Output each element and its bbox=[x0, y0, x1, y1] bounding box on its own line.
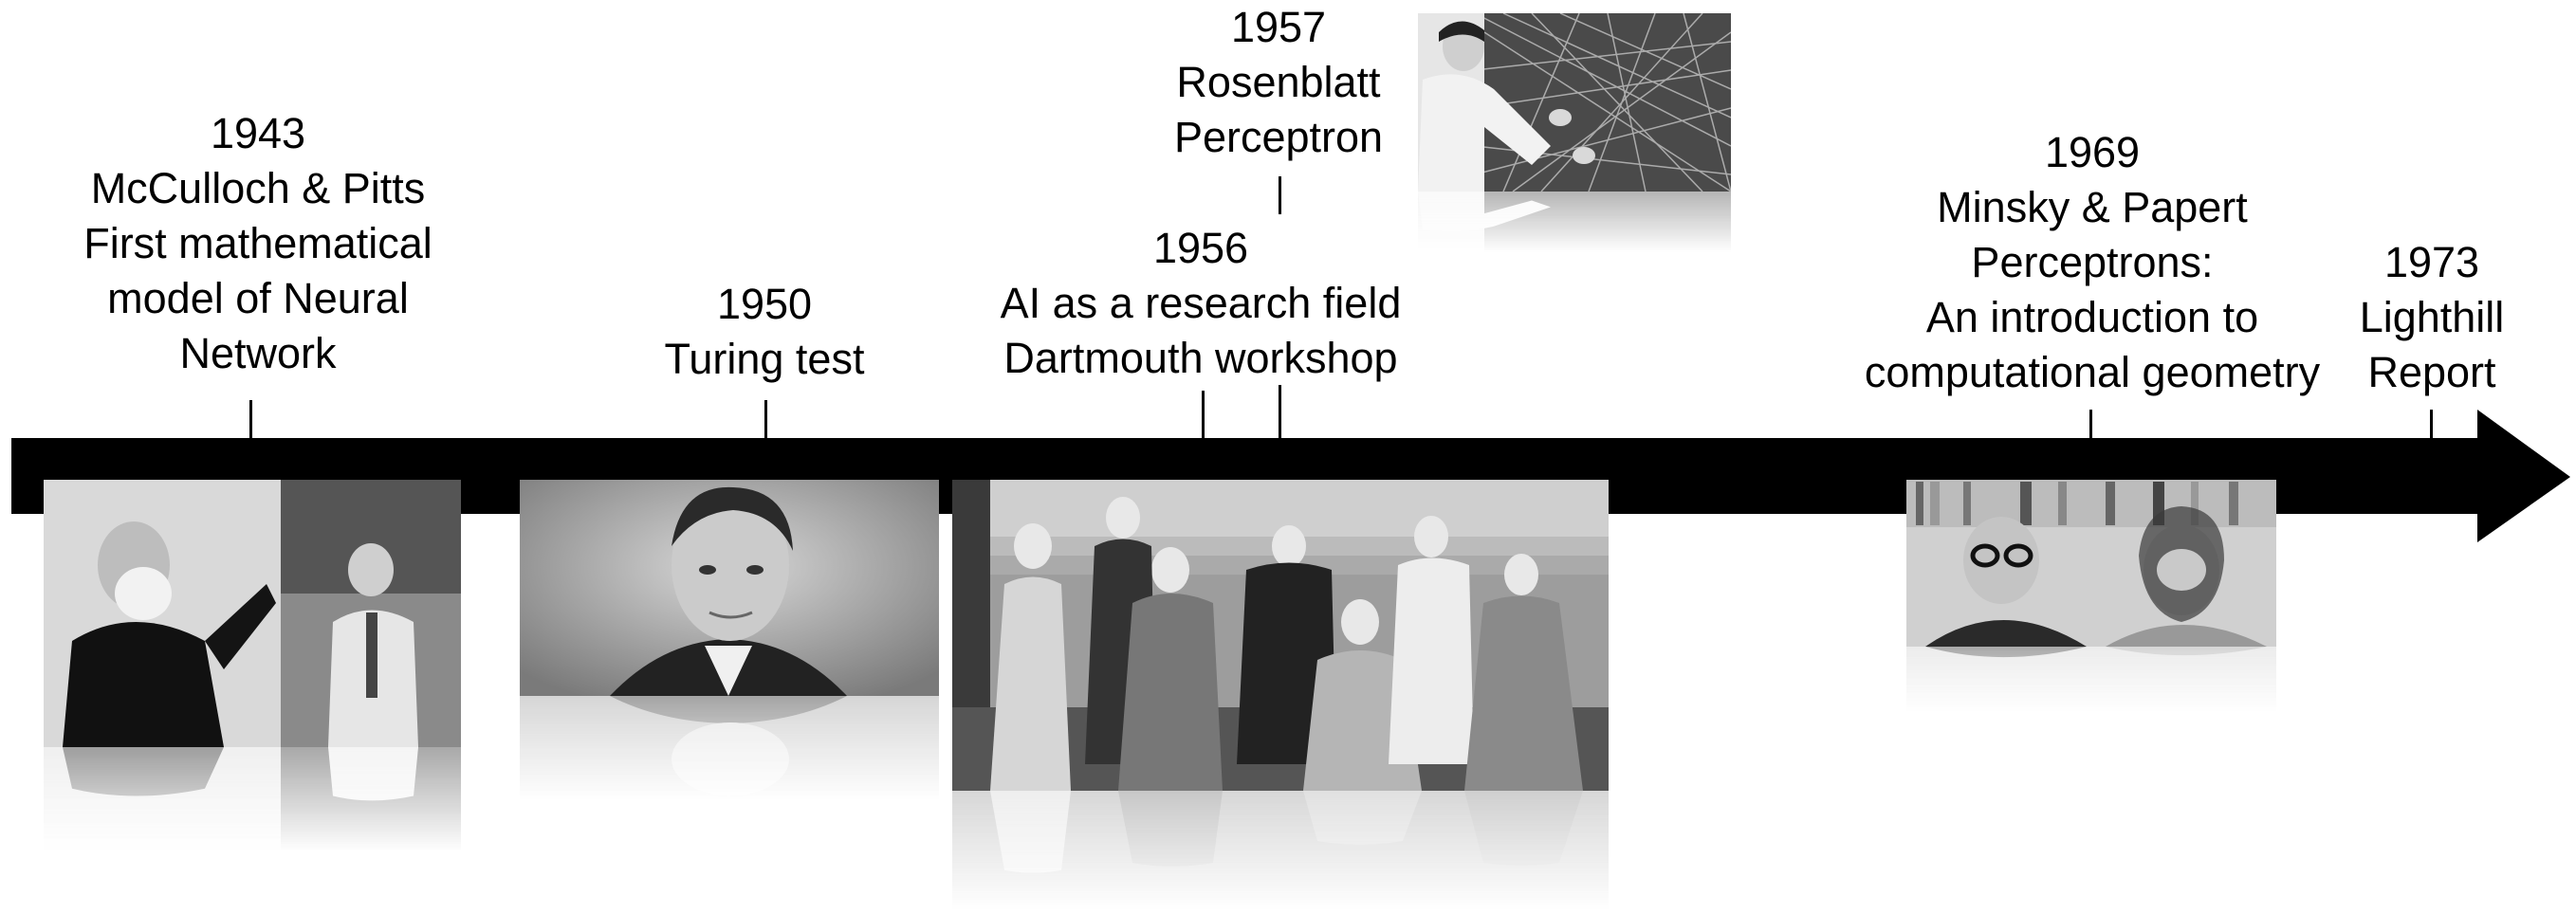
event-1950-label: 1950 Turing test bbox=[665, 277, 865, 387]
event-line: Report bbox=[2367, 348, 2496, 396]
dartmouth-reflection bbox=[952, 791, 1609, 910]
event-line: Perceptron bbox=[1173, 113, 1384, 161]
event-1956-label: 1956 AI as a research field Dartmouth wo… bbox=[1001, 221, 1402, 386]
event-line: Lighthill bbox=[2359, 293, 2505, 341]
mcculloch-pitts-photo bbox=[44, 480, 461, 747]
tick-1950 bbox=[764, 400, 767, 440]
event-line: Rosenblatt bbox=[1176, 58, 1381, 106]
event-line: AI as a research field bbox=[1000, 279, 1402, 327]
event-line: McCulloch & Pitts bbox=[90, 164, 426, 212]
tick-1956 bbox=[1202, 391, 1205, 440]
event-1957-label: 1957 Rosenblatt Perceptron bbox=[1174, 0, 1383, 165]
event-line: model of Neural bbox=[107, 274, 409, 322]
event-year: 1950 bbox=[716, 280, 813, 328]
event-line: computational geometry bbox=[1864, 348, 2321, 396]
event-line: Dartmouth workshop bbox=[1003, 334, 1398, 382]
turing-reflection bbox=[520, 696, 939, 800]
event-line: First mathematical bbox=[83, 219, 432, 267]
mcculloch-pitts-reflection bbox=[44, 747, 461, 851]
minsky-papert-reflection bbox=[1906, 647, 2276, 713]
tick-1973 bbox=[2430, 410, 2433, 440]
event-1973-label: 1973 Lighthill Report bbox=[2360, 235, 2505, 400]
event-line: An introduction to bbox=[1925, 293, 2259, 341]
tick-1969 bbox=[2089, 410, 2092, 440]
minsky-papert-photo bbox=[1906, 480, 2276, 647]
event-line: Minsky & Papert bbox=[1937, 183, 2248, 231]
turing-photo bbox=[520, 480, 939, 696]
event-year: 1956 bbox=[1152, 224, 1249, 272]
dartmouth-photo bbox=[952, 480, 1609, 791]
tick-1957 bbox=[1279, 176, 1281, 214]
event-year: 1973 bbox=[2383, 238, 2480, 286]
rosenblatt-photo bbox=[1418, 13, 1731, 192]
event-line: Turing test bbox=[664, 335, 865, 383]
event-year: 1943 bbox=[210, 109, 306, 157]
event-year: 1969 bbox=[2044, 128, 2141, 176]
event-1943-label: 1943 McCulloch & Pitts First mathematica… bbox=[83, 106, 432, 381]
event-1969-label: 1969 Minsky & Papert Perceptrons: An int… bbox=[1865, 125, 2320, 400]
tick-1957b bbox=[1279, 385, 1281, 440]
tick-1943 bbox=[249, 400, 252, 440]
event-line: Network bbox=[179, 329, 337, 377]
event-line: Perceptrons: bbox=[1971, 238, 2214, 286]
rosenblatt-reflection bbox=[1418, 192, 1731, 252]
event-year: 1957 bbox=[1230, 3, 1327, 51]
